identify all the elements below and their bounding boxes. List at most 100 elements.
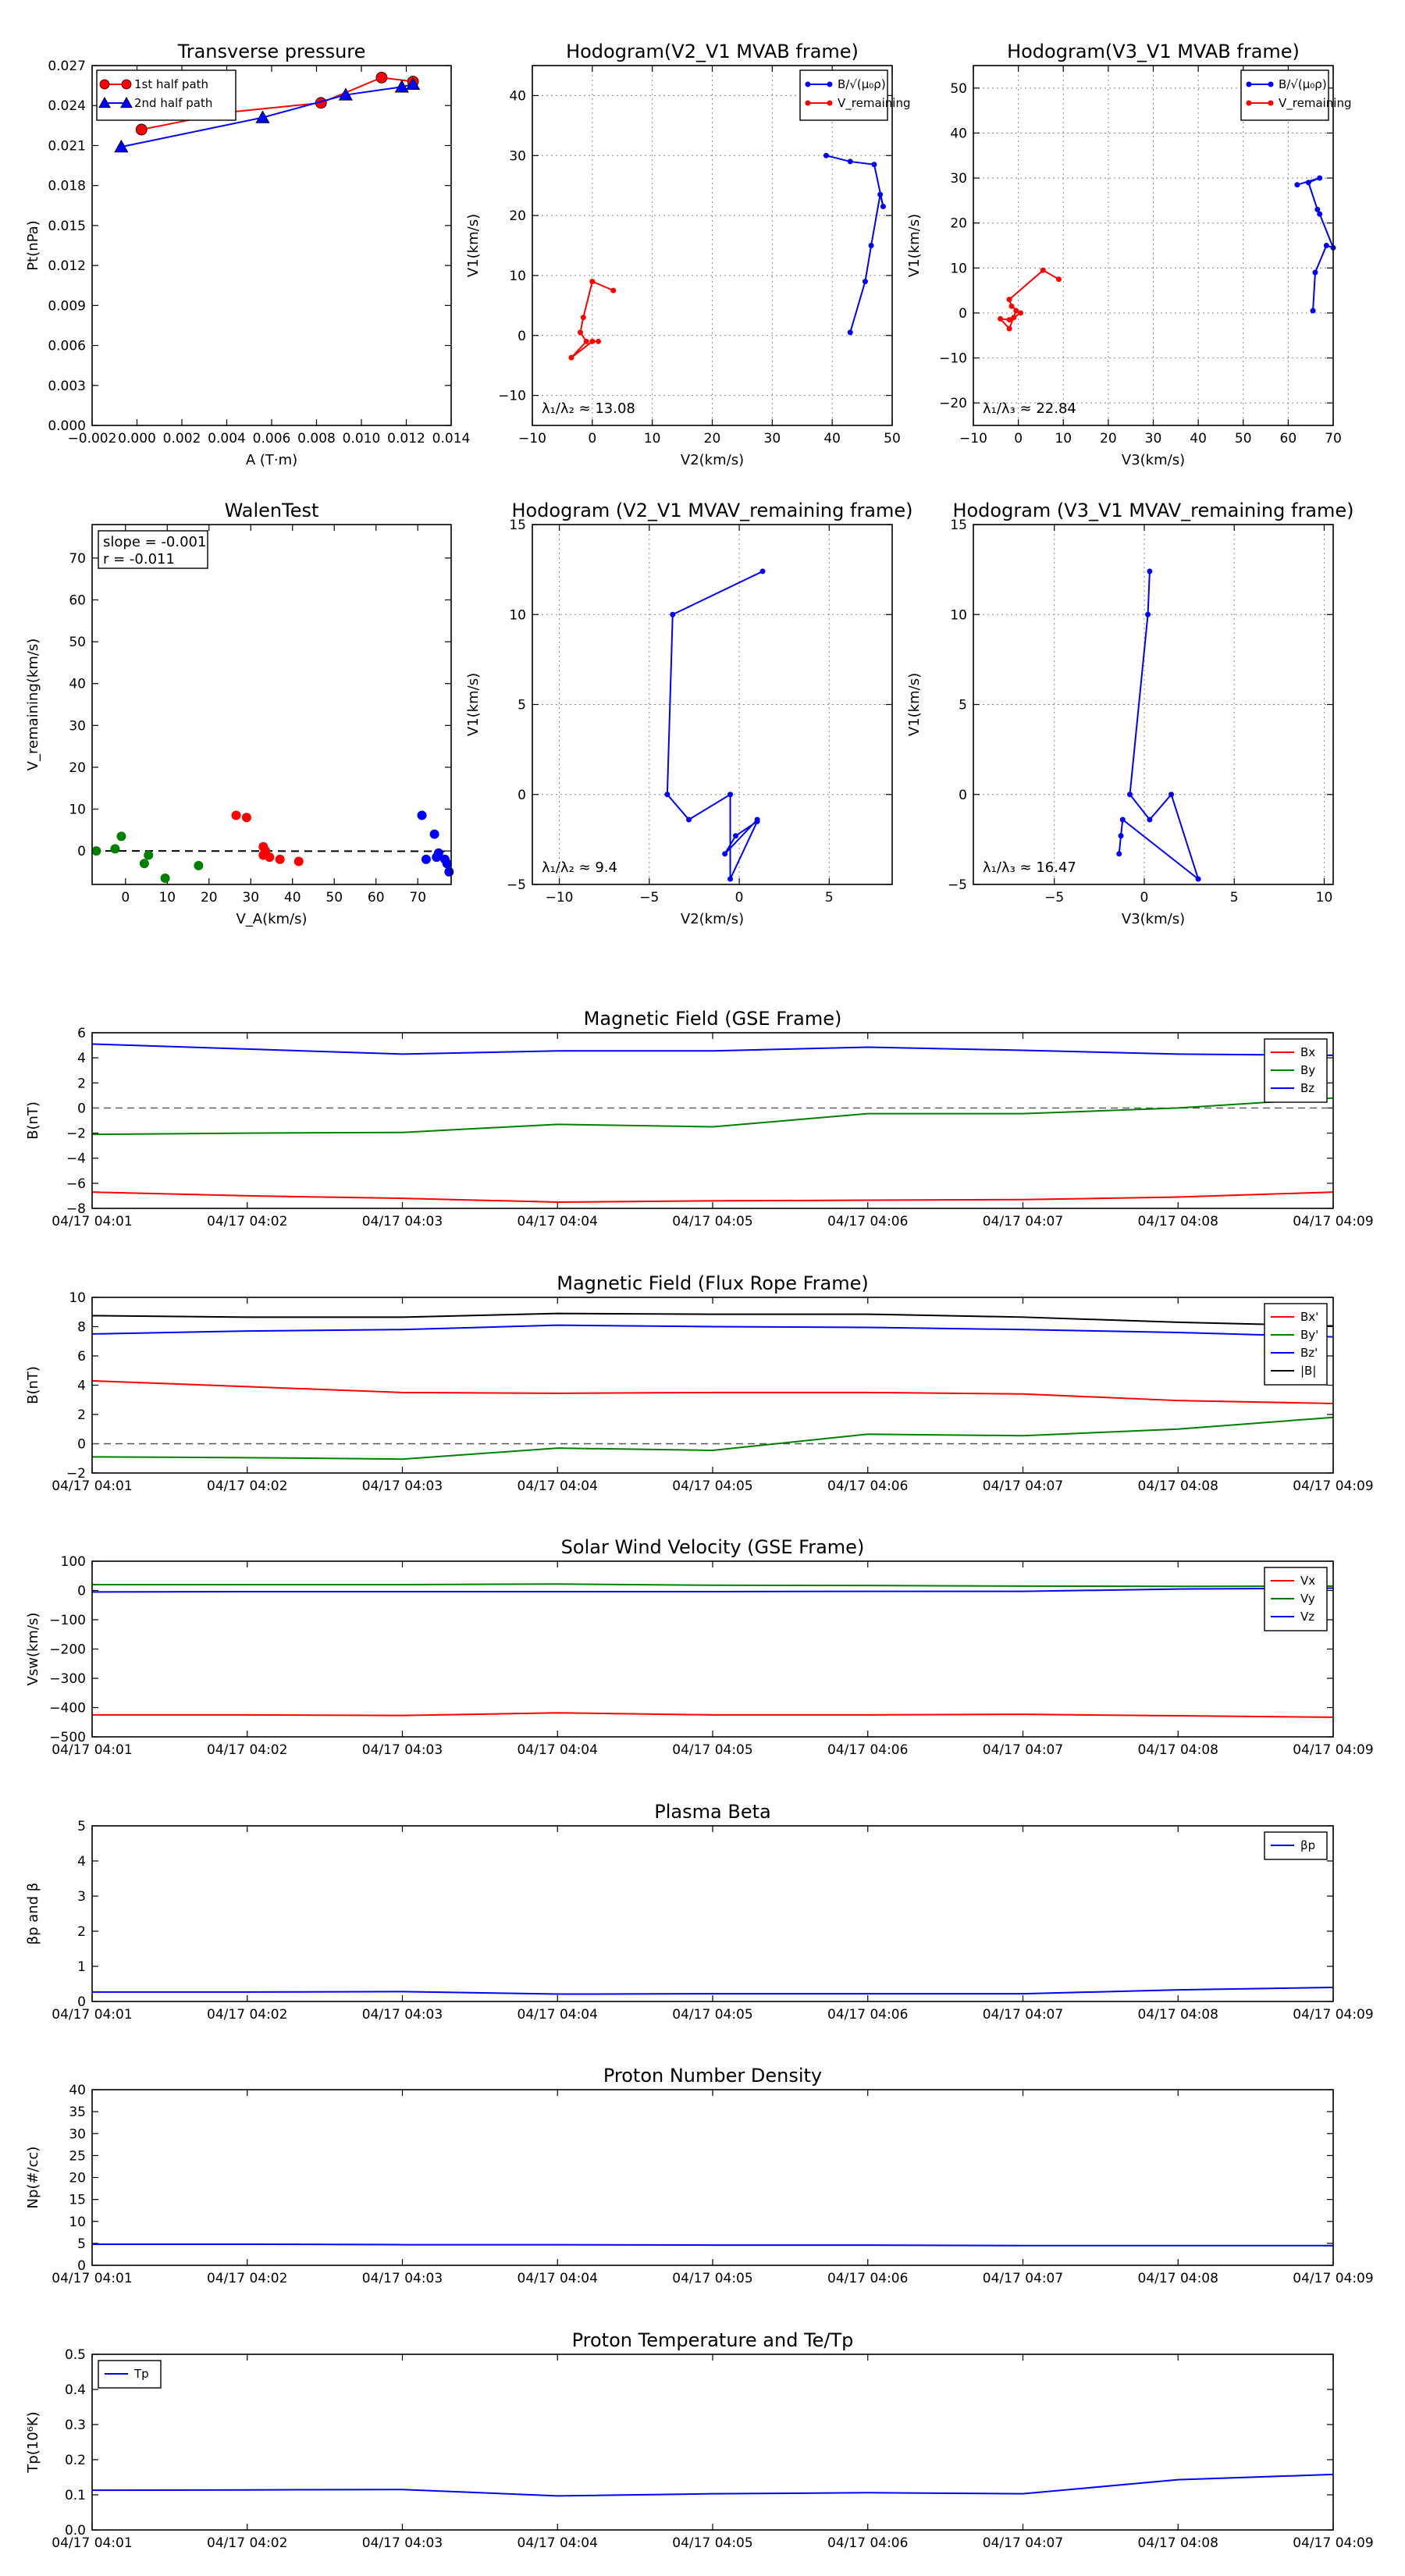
- x-tick-label: 04/17 04:07: [983, 1478, 1063, 1494]
- x-tick-label: 0.000: [118, 431, 156, 447]
- x-tick-label: 04/17 04:01: [52, 1214, 132, 1229]
- x-tick-label: 04/17 04:08: [1138, 1742, 1218, 1758]
- data-point: [241, 813, 251, 823]
- y-tick-label: 0: [77, 1437, 86, 1453]
- y-tick-label: −500: [49, 1730, 86, 1745]
- data-point: [1008, 303, 1015, 309]
- data-point: [114, 139, 129, 153]
- y-tick-label: 0.3: [65, 2418, 86, 2433]
- x-tick-label: 10: [158, 890, 176, 906]
- data-point: [160, 873, 170, 883]
- data-point: [880, 204, 886, 210]
- series-line: [92, 1583, 1334, 1588]
- y-tick-label: 20: [950, 216, 967, 232]
- y-tick-label: 100: [61, 1554, 86, 1570]
- y-tick-label: 0.021: [48, 138, 86, 154]
- x-tick-label: 04/17 04:04: [518, 1742, 598, 1758]
- y-tick-label: 0: [959, 788, 967, 803]
- y-tick-label: 4: [77, 1051, 86, 1066]
- x-tick-label: 40: [823, 431, 841, 447]
- data-point: [732, 833, 738, 839]
- y-tick-label: 2: [77, 1924, 86, 1940]
- chart-tp: −0.002 0.000 0.002 0.004 0.006 0.008 0.010 0.01…: [25, 41, 470, 468]
- x-tick-label: 04/17 04:08: [1138, 2007, 1218, 2023]
- y-tick-label: 0: [77, 1584, 86, 1599]
- x-tick-label: 04/17 04:01: [52, 1742, 132, 1758]
- series-line: [571, 280, 614, 358]
- chart-vsw: 04/17 04:01 04/17 04:02 04/17 04:03 04/17 0…: [25, 1536, 1374, 1758]
- chart-title: Hodogram(V3_V1 MVAB frame): [1007, 41, 1300, 62]
- x-tick-label: 04/17 04:07: [983, 1214, 1063, 1229]
- series-line: [91, 2473, 1334, 2497]
- x-tick-label: 04/17 04:05: [672, 2271, 752, 2286]
- y-axis-label: βp and β: [25, 1883, 41, 1945]
- x-tick-label: −10: [518, 431, 546, 447]
- x-tick-label: 04/17 04:09: [1293, 2007, 1373, 2023]
- y-axis-label: V1(km/s): [906, 673, 923, 736]
- y-tick-label: 30: [69, 718, 86, 734]
- y-tick-label: 3: [77, 1889, 86, 1905]
- data-point: [568, 354, 574, 361]
- y-tick-label: 40: [950, 126, 967, 141]
- y-axis-label: V_remaining(km/s): [25, 639, 41, 771]
- y-axis-label: Pt(nPa): [25, 220, 41, 270]
- x-tick-label: 20: [704, 431, 721, 447]
- y-tick-label: 0: [77, 1101, 86, 1116]
- y-tick-label: 5: [77, 1819, 86, 1834]
- legend-box: [1240, 69, 1329, 121]
- data-point: [1013, 308, 1019, 314]
- y-tick-label: −200: [49, 1642, 86, 1658]
- x-tick-label: 04/17 04:09: [1293, 2271, 1373, 2286]
- data-point: [727, 792, 734, 798]
- y-tick-label: 0.2: [65, 2453, 86, 2468]
- chart-title: Magnetic Field (Flux Rope Frame): [557, 1272, 868, 1294]
- x-axis-label: V3(km/s): [1122, 452, 1185, 468]
- data-point: [827, 81, 833, 87]
- data-point: [139, 859, 149, 869]
- chart-title: Hodogram (V2_V1 MVAV_remaining frame): [511, 500, 912, 521]
- data-point: [194, 860, 204, 870]
- data-point: [275, 854, 285, 864]
- y-tick-label: 15: [509, 518, 526, 533]
- y-tick-label: 10: [509, 607, 526, 623]
- y-tick-label: −100: [49, 1613, 86, 1628]
- x-tick-label: 04/17 04:04: [518, 1478, 598, 1494]
- y-tick-label: 0: [77, 1994, 86, 2010]
- y-tick-label: −2: [66, 1466, 86, 1482]
- data-point: [1055, 276, 1062, 283]
- series-line: [91, 1043, 1334, 1056]
- x-tick-label: 04/17 04:06: [827, 1742, 908, 1758]
- y-tick-label: 4: [77, 1379, 86, 1394]
- series-line: [91, 1379, 1334, 1404]
- y-tick-label: 20: [69, 2171, 86, 2186]
- y-tick-label: 5: [77, 2236, 86, 2252]
- data-point: [754, 817, 760, 823]
- x-tick-label: 04/17 04:04: [518, 2535, 598, 2551]
- data-point: [144, 850, 154, 860]
- legend-label: V_remaining: [838, 96, 911, 111]
- data-point: [1011, 315, 1017, 321]
- data-point: [1147, 568, 1153, 575]
- x-tick-label: 04/17 04:09: [1293, 2535, 1373, 2551]
- x-tick-label: 04/17 04:07: [983, 2271, 1063, 2286]
- data-point: [722, 851, 728, 857]
- x-tick-label: 0.014: [432, 431, 471, 447]
- plot-frame: [532, 524, 893, 885]
- series-line: [91, 1191, 1334, 1203]
- chart-title: Proton Number Density: [603, 2065, 822, 2087]
- legend-label: B/√(μ₀ρ): [1279, 77, 1327, 91]
- y-tick-label: 8: [77, 1320, 86, 1336]
- x-tick-label: 04/17 04:08: [1138, 1214, 1218, 1229]
- y-tick-label: −400: [49, 1701, 86, 1717]
- y-axis-label: B(nT): [25, 1366, 41, 1404]
- data-point: [847, 158, 853, 165]
- stats-box: [98, 530, 208, 569]
- data-point: [1040, 267, 1046, 273]
- y-tick-label: 30: [509, 148, 526, 164]
- data-point: [442, 859, 452, 869]
- eigenvalue-ratio: λ₁/λ₃ ≈ 22.84: [983, 400, 1076, 417]
- series-line: [826, 155, 884, 333]
- y-tick-label: 0.4: [65, 2382, 86, 2398]
- plot-frame: [973, 65, 1334, 426]
